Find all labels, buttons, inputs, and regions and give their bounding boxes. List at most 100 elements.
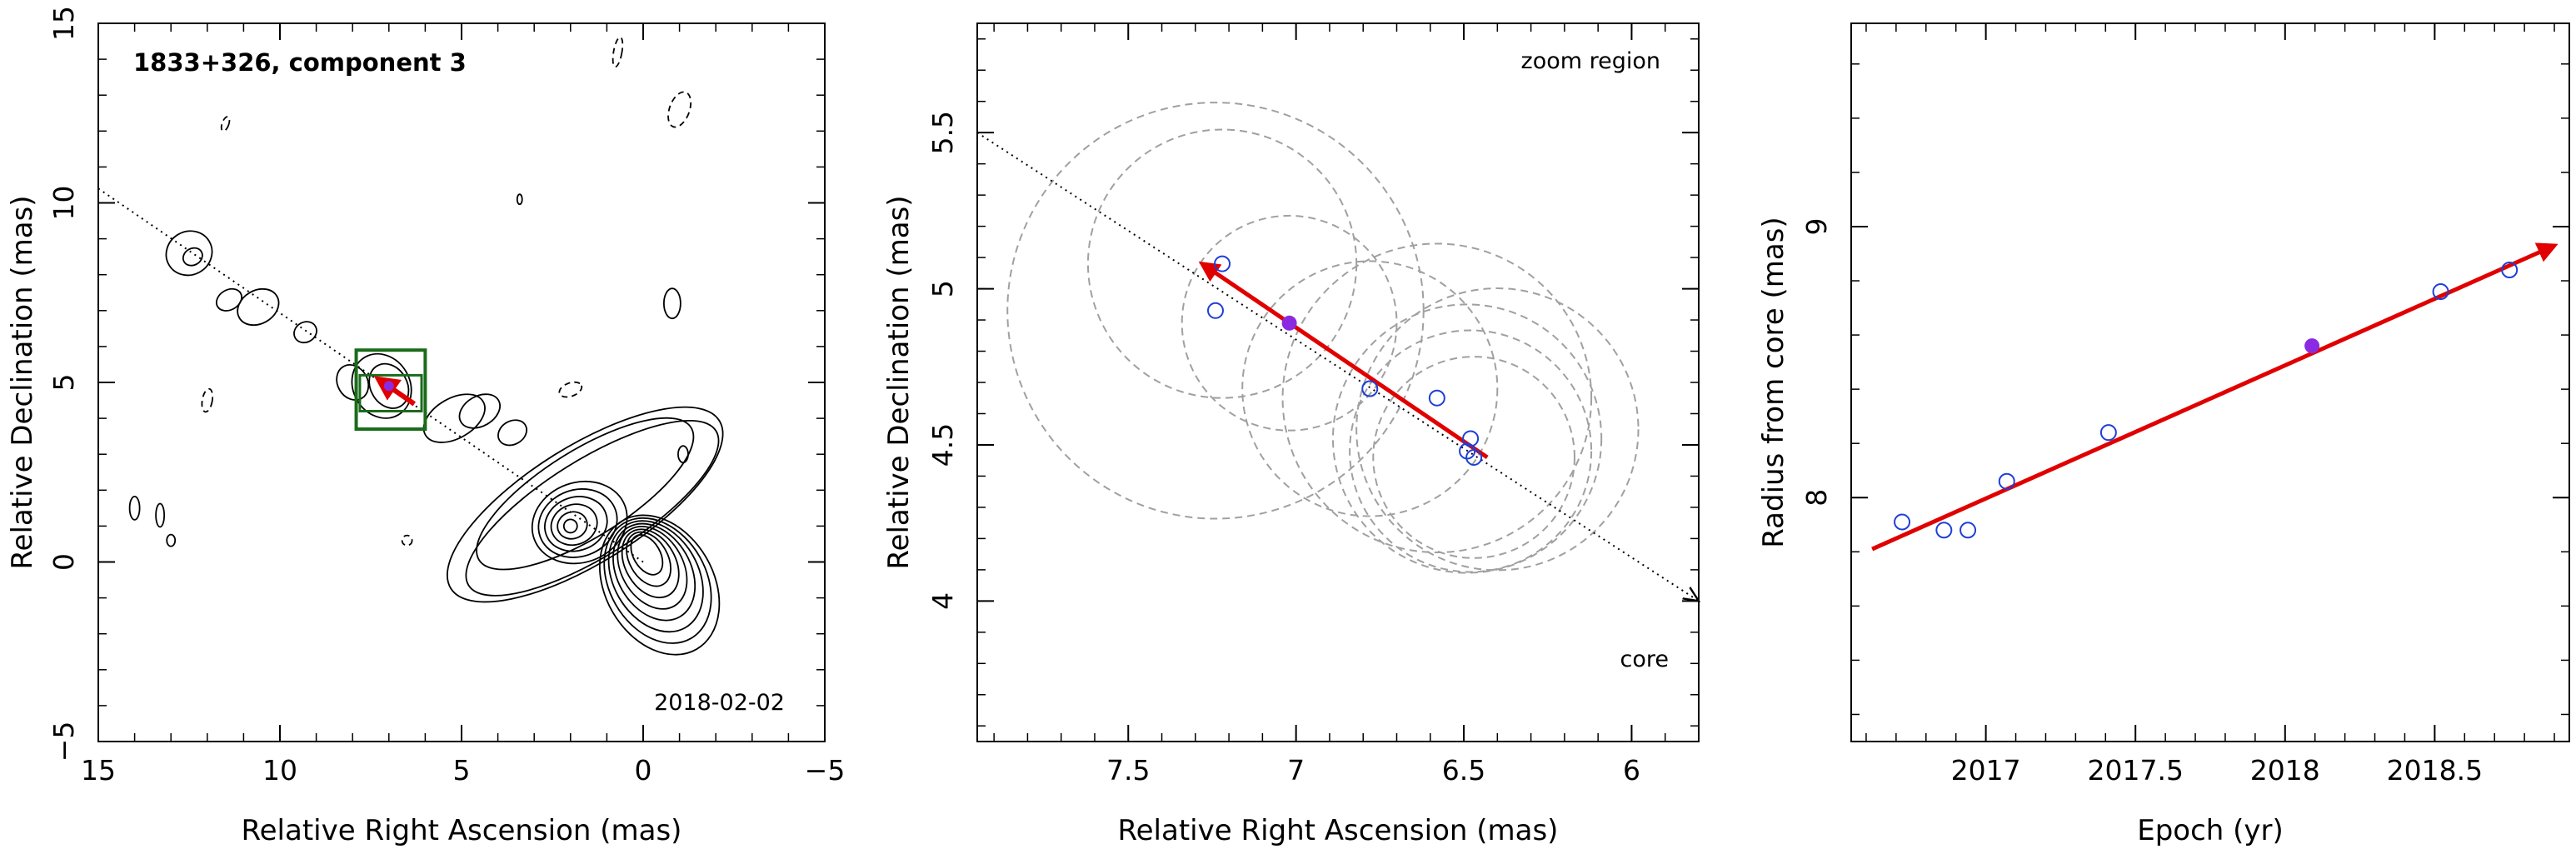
isolated-contour	[612, 36, 624, 68]
y-tick-labels: 4 4.5 5 5.5	[926, 111, 959, 610]
jet-knot-contour	[497, 419, 528, 447]
plot-frame	[97, 22, 826, 742]
jet-knot-contour	[165, 230, 213, 277]
isolated-contour	[166, 533, 177, 547]
y-tick-labels: 89	[1800, 217, 1833, 506]
x-tick-label: 7.5	[1106, 754, 1150, 787]
y-axis-title: Relative Declination (mas)	[6, 195, 39, 569]
knot-contour	[537, 488, 618, 558]
jet-knot-contour	[215, 287, 242, 312]
uncertainty-circle	[1372, 356, 1575, 559]
position-point-current	[1281, 315, 1297, 331]
y-tick-label: 5.5	[926, 111, 959, 154]
knot-contour	[544, 496, 608, 552]
y-axis-title: Radius from core (mas)	[1757, 217, 1790, 547]
position-point	[1428, 389, 1445, 407]
x-tick-label: 6	[1623, 754, 1640, 787]
x-tick-label: 2018.5	[2387, 754, 2483, 787]
uncertainty-circles	[1006, 102, 1640, 574]
jet-knot-contour	[458, 393, 501, 429]
x-tick-labels: 7.5 7 6.5 6	[1106, 754, 1640, 787]
x-tick-labels: 2017 2017.5 2018 2018.5	[1951, 754, 2483, 787]
radius-markers	[1894, 262, 2519, 539]
x-tick-label: −5	[805, 754, 846, 787]
jet-knot-contour	[351, 352, 412, 419]
motion-vector-arrow	[1198, 261, 1489, 460]
radius-point	[2432, 283, 2449, 301]
axis-ticks	[977, 23, 1700, 742]
y-tick-label: 0	[47, 553, 80, 571]
core-contour	[630, 534, 664, 576]
uncertainty-circle	[1355, 287, 1640, 572]
knot-contour	[550, 503, 598, 547]
jet-knot-contour	[237, 287, 280, 327]
knot-contour	[562, 518, 578, 534]
panel-radius-epoch: 2017 2017.5 2018 2018.5 89 Epoch (yr) Radiu…	[1757, 22, 2570, 847]
core-contour	[612, 522, 696, 622]
core-contour	[617, 526, 688, 610]
knot-contour	[531, 480, 628, 565]
axis-ticks	[1851, 23, 2569, 742]
isolated-contour	[128, 495, 141, 521]
y-tick-label: 5	[47, 374, 80, 392]
x-tick-label: 5	[453, 754, 471, 787]
component-marker	[383, 381, 394, 392]
y-tick-label: 4.5	[926, 423, 959, 467]
knot-contour	[557, 511, 588, 540]
isolated-contour	[662, 287, 681, 320]
uncertainty-circle	[1086, 128, 1358, 399]
x-axis-title: Relative Right Ascension (mas)	[1118, 814, 1559, 847]
isolated-contour	[220, 116, 231, 132]
isolated-contour	[667, 91, 692, 128]
uncertainty-circle	[1241, 260, 1499, 517]
x-axis-title: Epoch (yr)	[2137, 814, 2284, 847]
jet-knot-contour	[293, 321, 317, 344]
position-point	[1206, 302, 1224, 319]
radius-point	[2099, 424, 2117, 442]
contour-layer	[128, 36, 724, 656]
jet-knot-contour	[422, 393, 486, 443]
y-tick-label: 5	[926, 280, 959, 297]
position-point	[1462, 430, 1480, 447]
jet-knot-contour	[368, 362, 410, 409]
x-tick-labels: 15 10 5 0 −5	[81, 754, 845, 787]
x-tick-label: 0	[635, 754, 652, 787]
plot-frame	[1850, 22, 2570, 742]
jet-knot-contour	[182, 247, 203, 267]
chart-title: zoom region	[1521, 48, 1660, 74]
isolated-contour	[677, 445, 689, 464]
zoom-inner-box	[358, 373, 423, 412]
y-tick-label: 9	[1800, 217, 1833, 235]
jet-envelope-contour	[465, 419, 720, 597]
fit-line-arrow	[1871, 242, 2559, 552]
y-axis-title: Relative Declination (mas)	[882, 195, 916, 569]
position-point	[1361, 380, 1379, 397]
x-tick-label: 2018	[2250, 754, 2320, 787]
panel-zoom-region: 7.5 7 6.5 6 4 4.5 5 5.5 zoom region core Relat…	[882, 22, 1700, 847]
zoom-region-box	[354, 348, 427, 432]
radius-point-current	[2304, 338, 2320, 354]
x-axis-title: Relative Right Ascension (mas)	[242, 814, 682, 847]
x-tick-label: 7	[1287, 754, 1305, 787]
y-tick-label: 4	[926, 592, 959, 610]
position-point	[1465, 448, 1483, 466]
isolated-contour	[401, 534, 413, 547]
radius-point	[2501, 262, 2519, 279]
axis-ticks	[97, 22, 826, 742]
x-tick-label: 15	[81, 754, 116, 787]
chart-title: 1833+326, component 3	[133, 48, 467, 77]
core-contour	[626, 531, 671, 587]
x-tick-label: 6.5	[1442, 754, 1485, 787]
core-label: core	[1620, 647, 1669, 672]
y-tick-label: 8	[1800, 489, 1833, 507]
x-tick-label: 10	[262, 754, 297, 787]
uncertainty-circle	[1331, 303, 1603, 574]
x-tick-label: 2017	[1951, 754, 2021, 787]
isolated-contour	[155, 502, 166, 528]
y-tick-labels: −5 0 5 10 15	[47, 6, 80, 762]
uncertainty-circle	[1006, 102, 1425, 520]
core-contour	[603, 517, 712, 644]
radius-point	[1998, 472, 2015, 490]
